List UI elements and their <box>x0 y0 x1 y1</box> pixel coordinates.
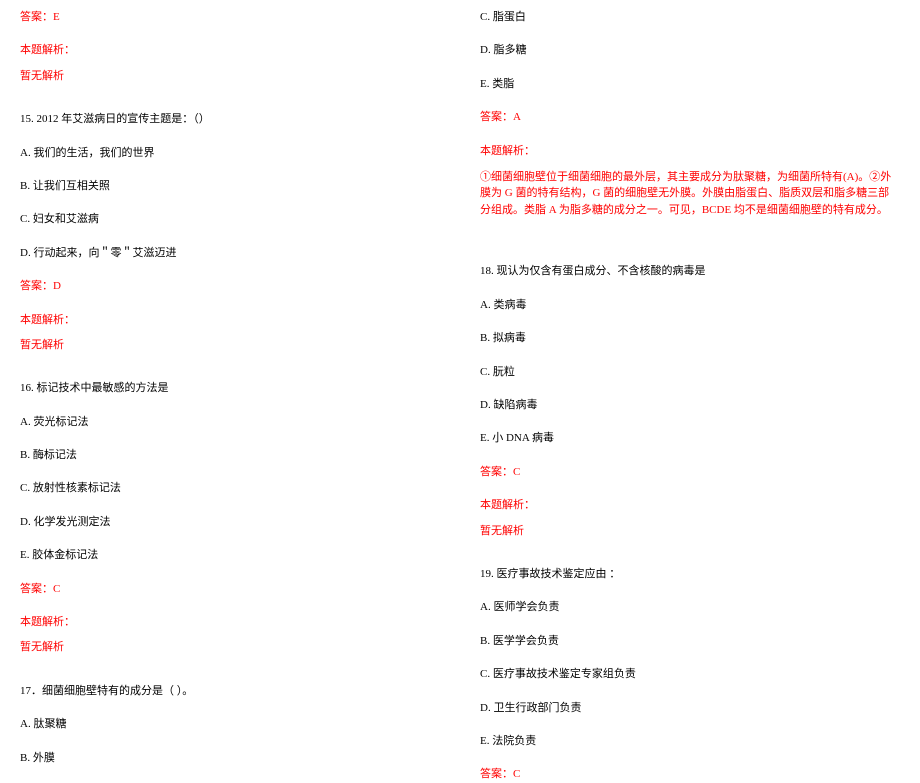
q16-stem: 16. 标记技术中最敏感的方法是 <box>20 381 430 396</box>
prev-answer: 答案：E <box>20 10 430 25</box>
q16-option-e: E. 胶体金标记法 <box>20 548 430 563</box>
q16-option-c: C. 放射性核素标记法 <box>20 481 430 496</box>
q17-explain-text: ①细菌细胞壁位于细菌细胞的最外层，其主要成分为肽聚糖，为细菌所特有(A)。②外膜… <box>480 169 900 219</box>
explain-label: 本题解析： <box>20 43 430 58</box>
q15-option-b: B. 让我们互相关照 <box>20 179 430 194</box>
q17-option-a: A. 肽聚糖 <box>20 717 430 732</box>
q19-answer: 答案：C <box>480 767 900 782</box>
q15-answer: 答案：D <box>20 279 430 294</box>
q19-option-e: E. 法院负责 <box>480 734 900 749</box>
q18-stem: 18. 现认为仅含有蛋白成分、不含核酸的病毒是 <box>480 264 900 279</box>
right-column: C. 脂蛋白 D. 脂多糖 E. 类脂 答案：A 本题解析： ①细菌细胞壁位于细… <box>460 10 920 641</box>
q18-explain-label: 本题解析： <box>480 498 900 513</box>
q18-option-a: A. 类病毒 <box>480 298 900 313</box>
q19-option-c: C. 医疗事故技术鉴定专家组负责 <box>480 667 900 682</box>
q16-explain-label: 本题解析： <box>20 615 430 630</box>
q15-explain-label: 本题解析： <box>20 313 430 328</box>
q17-option-d: D. 脂多糖 <box>480 43 900 58</box>
q18-no-explain: 暂无解析 <box>480 524 900 539</box>
q17-answer: 答案：A <box>480 110 900 125</box>
q15-stem: 15. 2012 年艾滋病日的宣传主题是：（） <box>20 112 430 127</box>
q17-option-b: B. 外膜 <box>20 751 430 766</box>
q15-option-d: D. 行动起来，向＂零＂艾滋迈进 <box>20 246 430 261</box>
q17-explain-label: 本题解析： <box>480 144 900 159</box>
q16-option-d: D. 化学发光测定法 <box>20 515 430 530</box>
q19-option-d: D. 卫生行政部门负责 <box>480 701 900 716</box>
q18-option-b: B. 拟病毒 <box>480 331 900 346</box>
q16-answer: 答案：C <box>20 582 430 597</box>
q16-no-explain: 暂无解析 <box>20 640 430 655</box>
left-column: 答案：E 本题解析： 暂无解析 15. 2012 年艾滋病日的宣传主题是：（） … <box>0 10 460 641</box>
q15-option-c: C. 妇女和艾滋病 <box>20 212 430 227</box>
q17-stem: 17．细菌细胞壁特有的成分是（ ）。 <box>20 684 430 699</box>
q15-option-a: A. 我们的生活，我们的世界 <box>20 146 430 161</box>
q17-option-c: C. 脂蛋白 <box>480 10 900 25</box>
q18-option-d: D. 缺陷病毒 <box>480 398 900 413</box>
document-page: 答案：E 本题解析： 暂无解析 15. 2012 年艾滋病日的宣传主题是：（） … <box>0 0 920 651</box>
q17-option-e: E. 类脂 <box>480 77 900 92</box>
q15-no-explain: 暂无解析 <box>20 338 430 353</box>
q16-option-b: B. 酶标记法 <box>20 448 430 463</box>
q18-option-c: C. 朊粒 <box>480 365 900 380</box>
no-explain: 暂无解析 <box>20 69 430 84</box>
q18-option-e: E. 小 DNA 病毒 <box>480 431 900 446</box>
q19-option-b: B. 医学学会负责 <box>480 634 900 649</box>
q19-option-a: A. 医师学会负责 <box>480 600 900 615</box>
q19-stem: 19. 医疗事故技术鉴定应由 ： <box>480 567 900 582</box>
q16-option-a: A. 荧光标记法 <box>20 415 430 430</box>
q18-answer: 答案：C <box>480 465 900 480</box>
